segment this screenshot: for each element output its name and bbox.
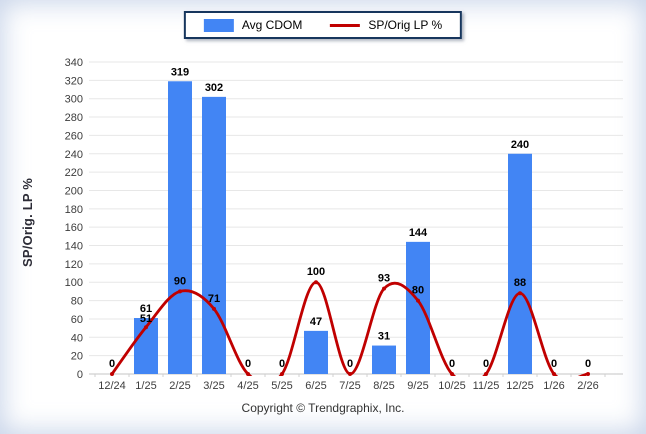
bar-value-label: 31	[378, 331, 390, 343]
line-value-label: 100	[307, 266, 325, 278]
y-tick-label: 100	[65, 277, 83, 289]
x-tick-label: 11/25	[473, 380, 500, 392]
y-tick-label: 60	[71, 314, 83, 326]
bar-value-label: 144	[409, 227, 428, 239]
copyright-text: Copyright © Trendgraphix, Inc.	[241, 401, 405, 415]
bar-avg-cdom	[406, 241, 430, 374]
bar-avg-cdom	[304, 330, 328, 374]
legend: Avg CDOM SP/Orig LP %	[183, 11, 463, 39]
line-value-label: 0	[347, 358, 353, 370]
line-value-label: 93	[378, 273, 390, 285]
bar-value-label: 240	[511, 139, 529, 151]
y-tick-label: 40	[71, 332, 83, 344]
line-value-label: 80	[412, 285, 424, 297]
line-value-label: 0	[483, 358, 489, 370]
legend-item-avg-cdom: Avg CDOM	[203, 18, 303, 32]
x-tick-label: 8/25	[373, 380, 394, 392]
bar-value-label: 47	[310, 316, 322, 328]
line-point-dot	[348, 372, 352, 376]
line-value-label: 71	[208, 293, 220, 305]
line-value-label: 0	[279, 358, 285, 370]
legend-label-sp-orig-lp: SP/Orig LP %	[368, 18, 443, 32]
legend-label-avg-cdom: Avg CDOM	[241, 18, 303, 32]
bar-value-label: 302	[205, 82, 223, 94]
line-value-label: 0	[245, 358, 251, 370]
bar-avg-cdom	[508, 153, 532, 374]
line-point-dot	[314, 280, 318, 285]
line-point-dot	[382, 286, 386, 291]
y-tick-label: 140	[65, 241, 83, 253]
line-point-dot	[280, 372, 284, 376]
line-point-dot	[450, 372, 454, 376]
y-tick-label: 120	[65, 259, 83, 271]
y-tick-label: 280	[65, 112, 83, 124]
line-value-label: 0	[449, 358, 455, 370]
bar-value-label: 319	[171, 66, 189, 78]
y-tick-label: 180	[65, 204, 83, 216]
line-point-dot	[484, 372, 488, 376]
line-value-label: 88	[514, 277, 526, 289]
x-tick-label: 6/25	[305, 380, 326, 392]
line-point-dot	[416, 298, 420, 303]
avg-cdom-swatch	[203, 18, 234, 32]
y-tick-label: 20	[71, 351, 83, 363]
line-value-label: 0	[109, 358, 115, 370]
bar-avg-cdom	[202, 96, 226, 374]
line-value-label: 0	[551, 358, 557, 370]
y-tick-label: 220	[65, 167, 83, 179]
line-value-label: 0	[585, 358, 591, 370]
y-tick-label: 260	[65, 130, 83, 142]
bar-value-label: 61	[140, 303, 152, 315]
line-point-dot	[518, 291, 522, 296]
line-point-dot	[110, 372, 114, 376]
x-tick-label: 10/25	[438, 380, 466, 392]
line-point-dot	[552, 372, 556, 376]
bar-avg-cdom	[372, 345, 396, 374]
x-tick-label: 9/25	[407, 380, 428, 392]
line-point-dot	[144, 325, 148, 330]
line-point-dot	[212, 306, 216, 311]
legend-item-sp-orig-lp: SP/Orig LP %	[330, 18, 442, 32]
y-tick-label: 320	[65, 75, 83, 87]
line-point-dot	[178, 289, 182, 294]
x-tick-label: 1/25	[135, 380, 156, 392]
x-tick-label: 4/25	[237, 380, 258, 392]
y-tick-label: 240	[65, 149, 83, 161]
x-tick-label: 2/25	[169, 380, 190, 392]
x-tick-label: 7/25	[339, 380, 360, 392]
x-tick-label: 3/25	[203, 380, 224, 392]
y-tick-label: 80	[71, 296, 83, 308]
x-tick-label: 2/26	[577, 380, 598, 392]
x-tick-label: 12/24	[98, 380, 126, 392]
line-point-dot	[586, 372, 590, 376]
line-value-label: 51	[140, 313, 152, 325]
y-tick-label: 340	[65, 57, 83, 69]
x-tick-label: 12/25	[506, 380, 534, 392]
line-point-dot	[246, 372, 250, 376]
bar-avg-cdom	[168, 81, 192, 374]
y-tick-label: 160	[65, 222, 83, 234]
x-tick-label: 1/26	[543, 380, 564, 392]
y-tick-label: 300	[65, 94, 83, 106]
x-tick-label: 5/25	[271, 380, 292, 392]
sp-orig-lp-line-sample	[330, 23, 361, 27]
y-tick-label: 200	[65, 185, 83, 197]
line-value-label: 90	[174, 275, 186, 287]
y-tick-label: 0	[77, 369, 83, 381]
